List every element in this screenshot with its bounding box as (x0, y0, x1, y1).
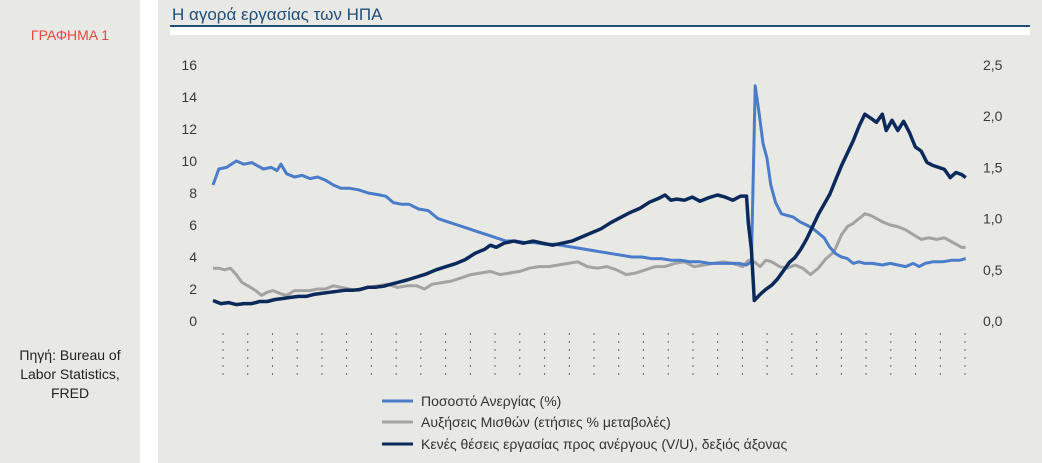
source-line: Πηγή: Bureau of (19, 347, 121, 363)
source-note: Πηγή: Bureau of Labor Statistics, FRED (0, 346, 140, 403)
y-left-tick-label: 2 (189, 281, 197, 297)
y-right-tick-label: 0,5 (983, 262, 1003, 278)
wage-growth-line (213, 212, 966, 297)
y-left-tick-label: 10 (181, 153, 197, 169)
left-axis: 0 2 4 6 8 10 12 14 16 (181, 57, 197, 329)
y-right-tick-label: 2,5 (983, 57, 1003, 73)
x-axis (222, 333, 966, 380)
y-right-tick-label: 2,0 (983, 108, 1003, 124)
sidebar-panel: ΓΡΑΦΗΜΑ 1 Πηγή: Bureau of Labor Statisti… (0, 0, 140, 463)
source-line: FRED (50, 385, 90, 401)
y-right-tick-label: 0,0 (983, 313, 1003, 329)
y-left-tick-label: 4 (189, 249, 197, 265)
source-line: Labor Statistics, (20, 366, 120, 382)
legend: Ποσοστό Ανεργίας (%) Αυξήσεις Μισθών (ετή… (382, 393, 787, 452)
unemployment-line (211, 84, 967, 269)
y-left-tick-label: 16 (181, 57, 197, 73)
figure-label: ΓΡΑΦΗΜΑ 1 (30, 27, 110, 43)
y-right-tick-label: 1,0 (983, 211, 1003, 227)
vu-ratio-line (212, 112, 967, 307)
legend-label: Αυξήσεις Μισθών (ετήσιες % μεταβολές) (421, 414, 671, 430)
y-right-tick-label: 1,5 (983, 159, 1003, 175)
y-left-tick-label: 0 (189, 313, 197, 329)
y-left-tick-label: 6 (189, 217, 197, 233)
y-left-tick-label: 12 (181, 121, 197, 137)
y-left-tick-label: 8 (189, 185, 197, 201)
right-axis: 0,0 0,5 1,0 1,5 2,0 2,5 (983, 57, 1003, 329)
chart-panel (158, 0, 1042, 463)
title-underline (170, 25, 1030, 27)
legend-label: Ποσοστό Ανεργίας (%) (421, 393, 561, 409)
title-strip (170, 27, 1030, 35)
series-layer (211, 84, 967, 307)
chart-title: Η αγορά εργασίας των ΗΠΑ (172, 5, 383, 24)
y-left-tick-label: 14 (181, 89, 197, 105)
legend-label: Κενές θέσεις εργασίας προς ανέργους (V/U… (421, 436, 787, 452)
